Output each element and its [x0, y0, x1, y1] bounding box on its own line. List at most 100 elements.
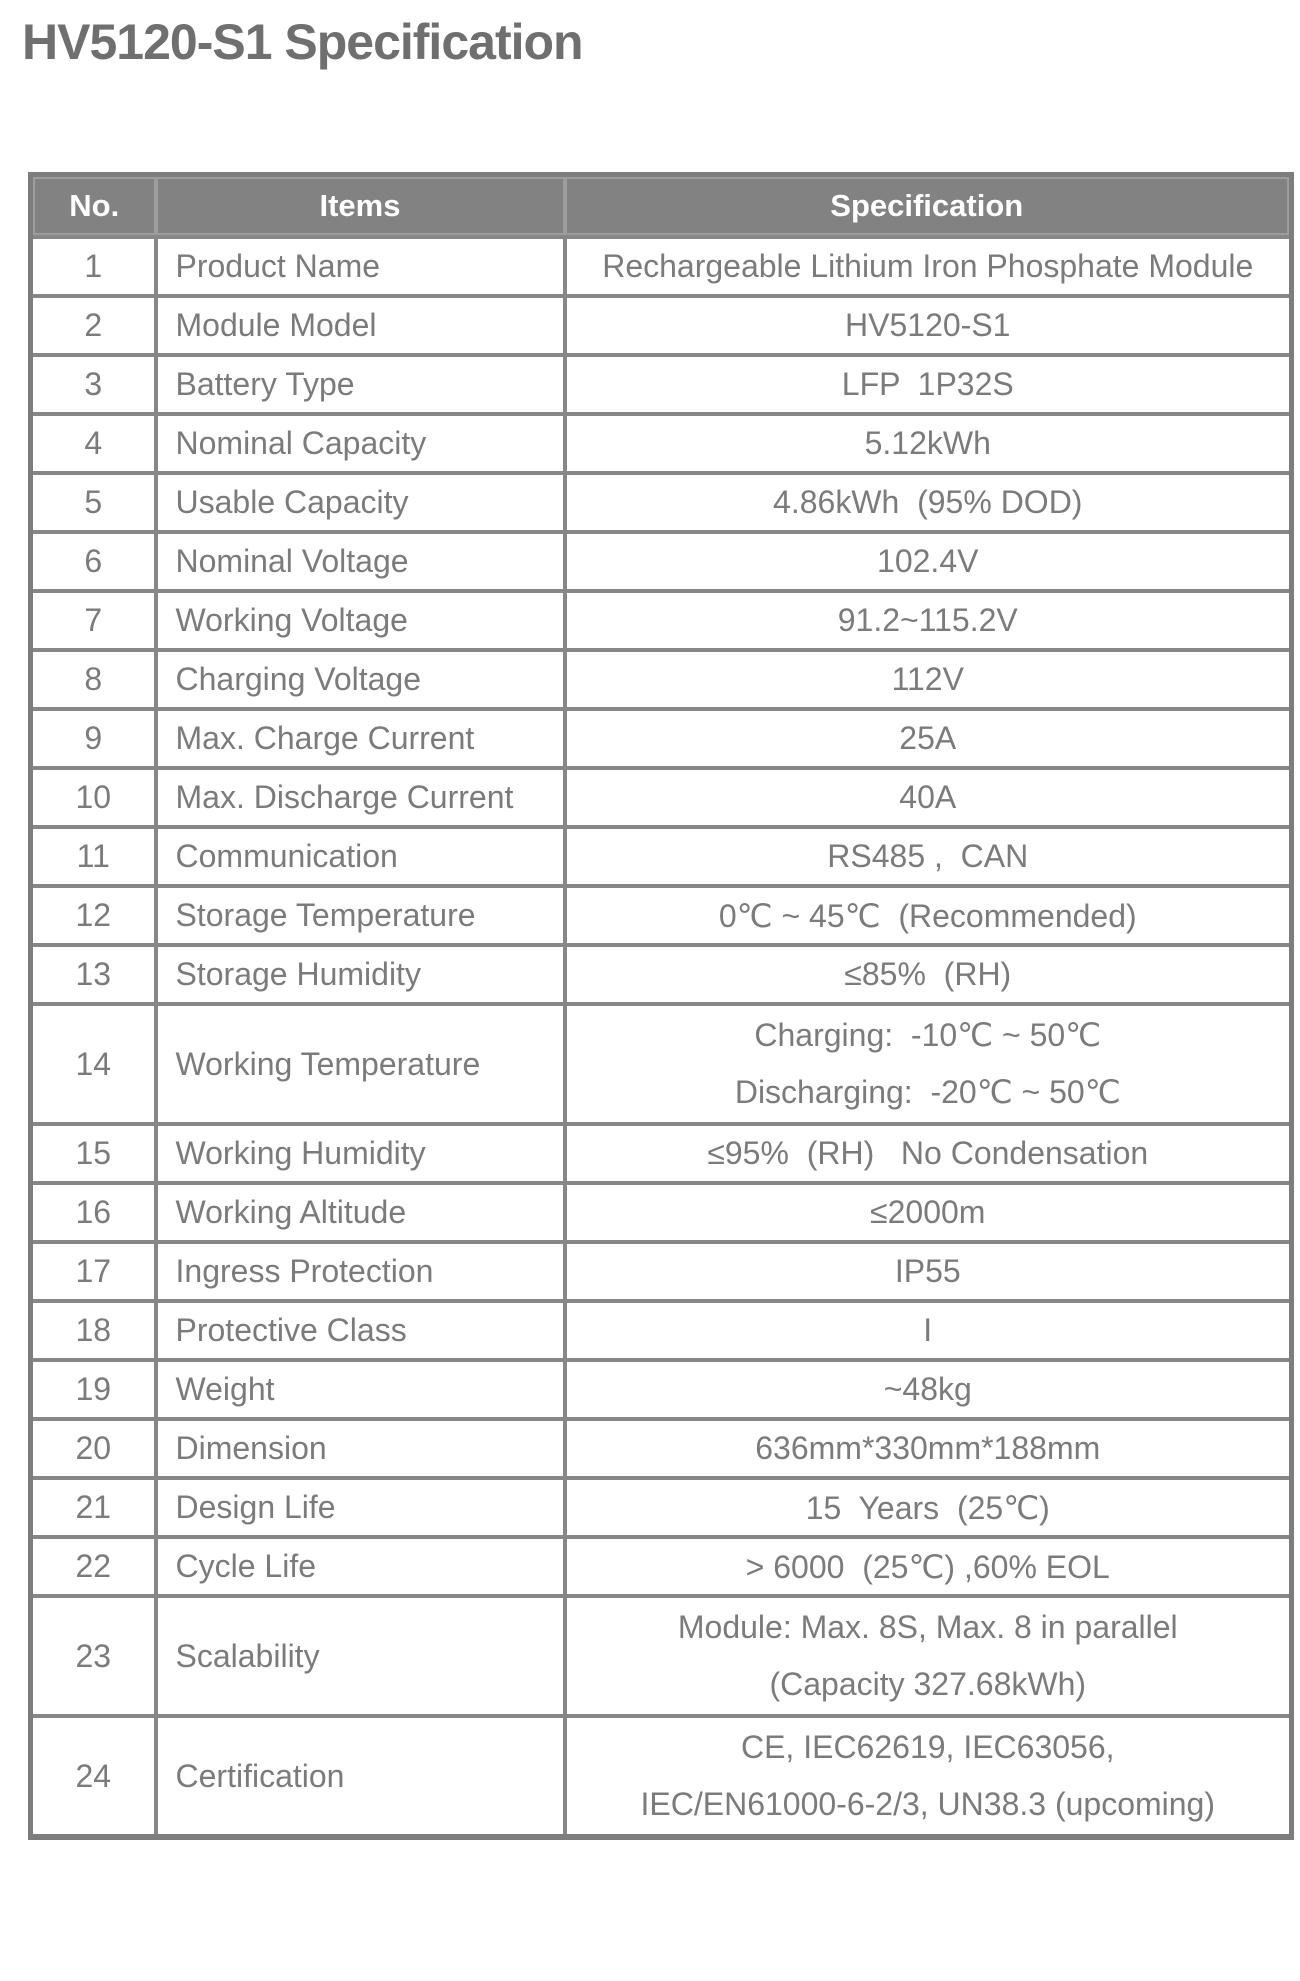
spec-line: Module: Max. 8S, Max. 8 in parallel [677, 1609, 1178, 1645]
spec-value-cell: 4.86kWh (95% DOD) [562, 471, 1294, 534]
table-row: 7 Working Voltage 91.2~115.2V [28, 589, 1294, 652]
table-row: 6 Nominal Voltage 102.4V [28, 530, 1294, 593]
row-number-cell: 2 [28, 294, 158, 357]
table-row: 13 Storage Humidity ≤85% (RH) [28, 943, 1294, 1006]
item-name-cell: Nominal Voltage [153, 530, 567, 593]
row-number-cell: 12 [28, 884, 158, 947]
table-row: 3 Battery Type LFP 1P32S [28, 353, 1294, 416]
row-number-cell: 6 [28, 530, 158, 593]
row-number-cell: 7 [28, 589, 158, 652]
spec-value-cell: 91.2~115.2V [562, 589, 1294, 652]
header-specification: Specification [564, 174, 1292, 237]
spec-value-cell: 636mm*330mm*188mm [562, 1417, 1294, 1480]
item-name-cell: Ingress Protection [153, 1240, 567, 1303]
item-name-cell: Working Temperature [153, 1002, 567, 1126]
item-name-cell: Protective Class [153, 1299, 567, 1362]
row-number-cell: 15 [28, 1122, 158, 1185]
item-name-cell: Module Model [153, 294, 567, 357]
table-row: 1 Product Name Rechargeable Lithium Iron P… [28, 235, 1294, 298]
item-name-cell: Weight [153, 1358, 567, 1421]
table-row: 22 Cycle Life > 6000 (25℃) ,60% EOL [28, 1535, 1294, 1598]
row-number-cell: 20 [28, 1417, 158, 1480]
table-row: 23 Scalability Module: Max. 8S, Max. 8 in … [28, 1594, 1294, 1718]
spec-value-cell: RS485 , CAN [562, 825, 1294, 888]
item-name-cell: Communication [153, 825, 567, 888]
item-name-cell: Design Life [153, 1476, 567, 1539]
row-number-cell: 13 [28, 943, 158, 1006]
table-row: 11 Communication RS485 , CAN [28, 825, 1294, 888]
spec-line: CE, IEC62619, IEC63056, [740, 1729, 1115, 1765]
item-name-cell: Storage Temperature [153, 884, 567, 947]
spec-value-cell: 102.4V [562, 530, 1294, 593]
row-number-cell: 8 [28, 648, 158, 711]
row-number-cell: 22 [28, 1535, 158, 1598]
spec-value-cell: 15 Years (25℃) [562, 1476, 1294, 1539]
table-row: 9 Max. Charge Current 25A [28, 707, 1294, 770]
row-number-cell: 24 [28, 1714, 158, 1839]
item-name-cell: Max. Charge Current [153, 707, 567, 770]
spec-value-cell: Charging: -10℃ ~ 50℃ Discharging: -20℃ ~ … [562, 1002, 1294, 1126]
row-number-cell: 19 [28, 1358, 158, 1421]
item-name-cell: Working Humidity [153, 1122, 567, 1185]
row-number-cell: 1 [28, 235, 158, 298]
item-name-cell: Working Voltage [153, 589, 567, 652]
spec-line: IEC/EN61000-6-2/3, UN38.3 (upcoming) [640, 1786, 1216, 1822]
table-row: 20 Dimension 636mm*330mm*188mm [28, 1417, 1294, 1480]
item-name-cell: Dimension [153, 1417, 567, 1480]
spec-line: (Capacity 327.68kWh) [769, 1666, 1087, 1702]
item-name-cell: Charging Voltage [153, 648, 567, 711]
spec-value-cell: 112V [562, 648, 1294, 711]
item-name-cell: Cycle Life [153, 1535, 567, 1598]
spec-value-cell: Rechargeable Lithium Iron Phosphate Modu… [562, 235, 1294, 298]
item-name-cell: Battery Type [153, 353, 567, 416]
row-number-cell: 9 [28, 707, 158, 770]
table-row: 2 Module Model HV5120-S1 [28, 294, 1294, 357]
row-number-cell: 10 [28, 766, 158, 829]
table-row: 15 Working Humidity ≤95% (RH) No Condensat… [28, 1122, 1294, 1185]
spec-value-cell: Module: Max. 8S, Max. 8 in parallel (Capa… [562, 1594, 1294, 1718]
specification-table: No. Items Specification 1 Product Name Rec… [28, 172, 1294, 1840]
item-name-cell: Storage Humidity [153, 943, 567, 1006]
table-row: 19 Weight ~48kg [28, 1358, 1294, 1421]
table-row: 14 Working Temperature Charging: -10℃ ~ 50… [28, 1002, 1294, 1126]
spec-value-cell: IP55 [562, 1240, 1294, 1303]
item-name-cell: Working Altitude [153, 1181, 567, 1244]
table-row: 24 Certification CE, IEC62619, IEC63056, IE… [28, 1714, 1294, 1839]
header-no: No. [30, 174, 156, 237]
item-name-cell: Product Name [153, 235, 567, 298]
spec-line: Discharging: -20℃ ~ 50℃ [734, 1074, 1121, 1110]
table-row: 17 Ingress Protection IP55 [28, 1240, 1294, 1303]
row-number-cell: 17 [28, 1240, 158, 1303]
item-name-cell: Max. Discharge Current [153, 766, 567, 829]
row-number-cell: 3 [28, 353, 158, 416]
table-row: 21 Design Life 15 Years (25℃) [28, 1476, 1294, 1539]
spec-value-cell: ~48kg [562, 1358, 1294, 1421]
spec-value-cell: LFP 1P32S [562, 353, 1294, 416]
item-name-cell: Nominal Capacity [153, 412, 567, 475]
table-row: 18 Protective Class I [28, 1299, 1294, 1362]
spec-value-cell: 5.12kWh [562, 412, 1294, 475]
row-number-cell: 14 [28, 1002, 158, 1126]
spec-value-cell: HV5120-S1 [562, 294, 1294, 357]
row-number-cell: 16 [28, 1181, 158, 1244]
row-number-cell: 21 [28, 1476, 158, 1539]
spec-value-cell: CE, IEC62619, IEC63056, IEC/EN61000-6-2/3… [562, 1714, 1294, 1839]
page-title: HV5120-S1 Specification [22, 14, 584, 70]
spec-value-cell: 0℃ ~ 45℃ (Recommended) [562, 884, 1294, 947]
header-row: No. Items Specification [30, 174, 1292, 237]
row-number-cell: 4 [28, 412, 158, 475]
table-row: 12 Storage Temperature 0℃ ~ 45℃ (Recommend… [28, 884, 1294, 947]
table-row: 8 Charging Voltage 112V [28, 648, 1294, 711]
row-number-cell: 23 [28, 1594, 158, 1718]
spec-value-cell: 40A [562, 766, 1294, 829]
row-number-cell: 18 [28, 1299, 158, 1362]
table-row: 5 Usable Capacity 4.86kWh (95% DOD) [28, 471, 1294, 534]
table-row: 16 Working Altitude ≤2000m [28, 1181, 1294, 1244]
spec-value-cell: ≤95% (RH) No Condensation [562, 1122, 1294, 1185]
table-row: 4 Nominal Capacity 5.12kWh [28, 412, 1294, 475]
spec-value-cell: I [562, 1299, 1294, 1362]
row-number-cell: 11 [28, 825, 158, 888]
spec-value-cell: ≤2000m [562, 1181, 1294, 1244]
table-header: No. Items Specification [30, 174, 1292, 237]
